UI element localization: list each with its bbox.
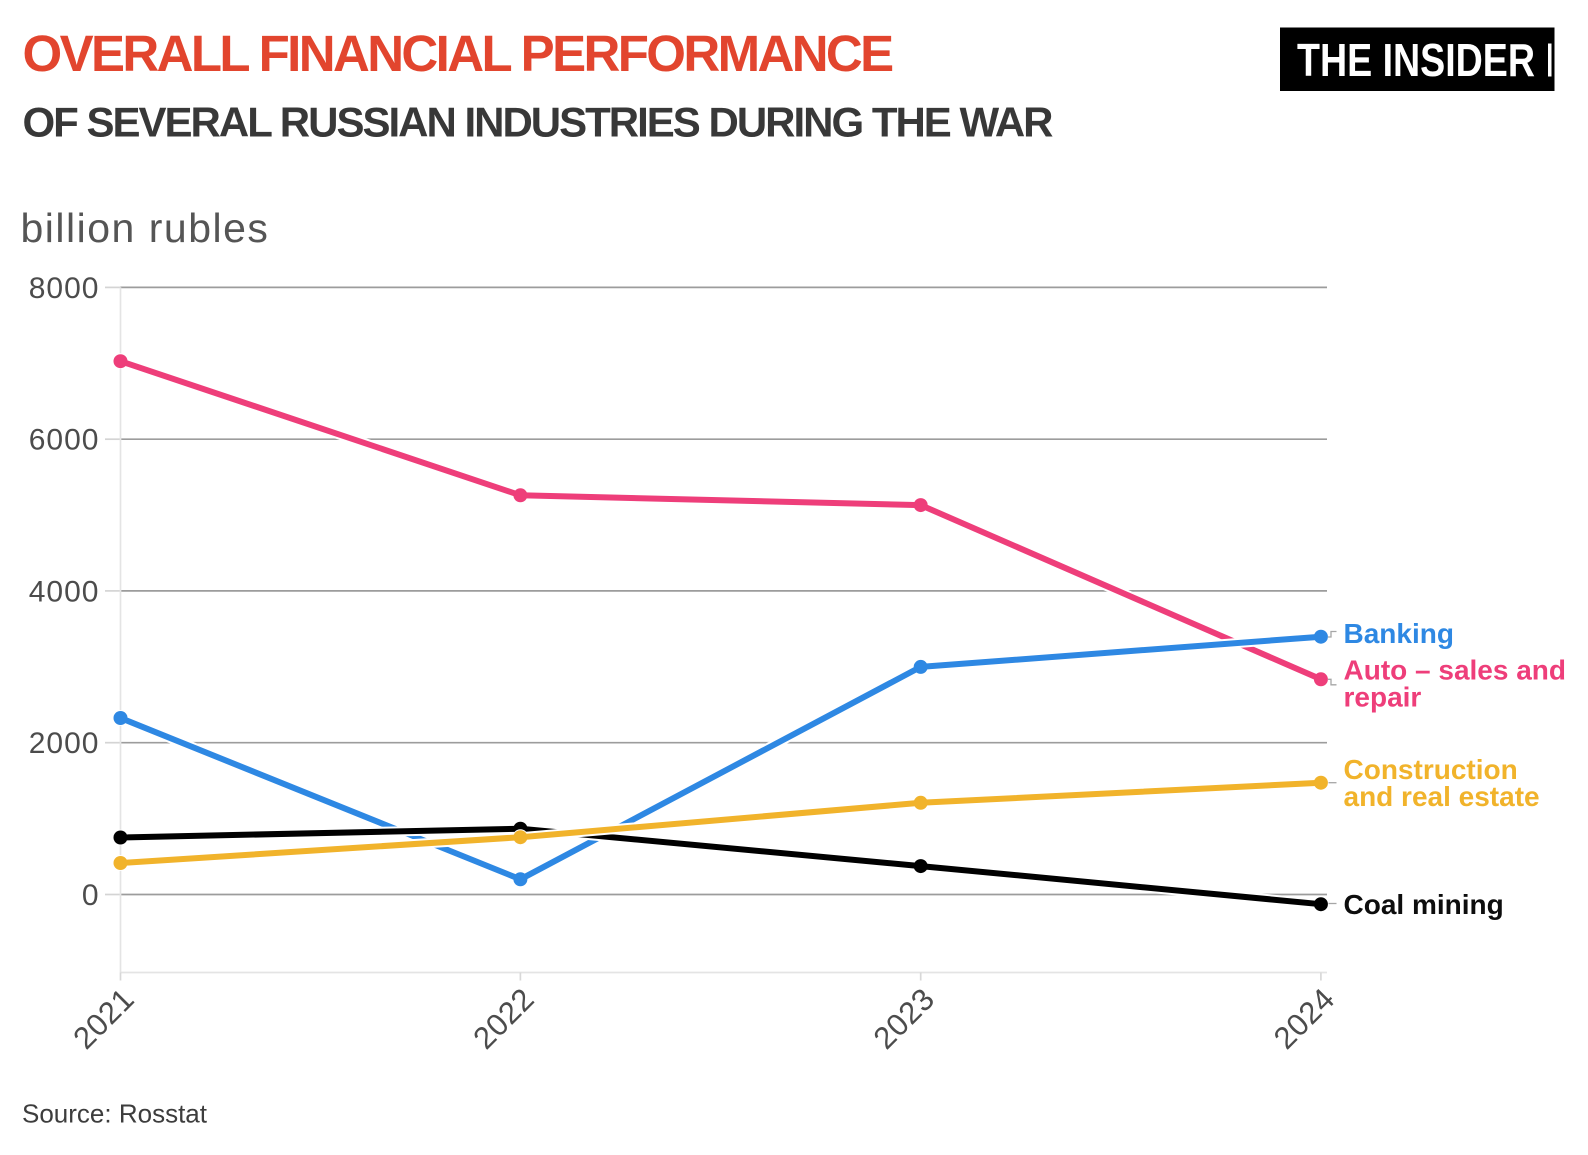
svg-text:6000: 6000 (29, 424, 100, 457)
svg-text:repair: repair (1344, 681, 1422, 712)
svg-text:8000: 8000 (29, 272, 100, 305)
svg-text:Banking: Banking (1344, 618, 1454, 649)
svg-text:Construction: Construction (1344, 754, 1518, 785)
svg-text:Source: Rosstat: Source: Rosstat (22, 1099, 208, 1129)
svg-text:Coal mining: Coal mining (1344, 889, 1504, 920)
svg-text:4000: 4000 (29, 575, 100, 608)
svg-text:and real estate: and real estate (1344, 781, 1540, 812)
svg-text:Auto – sales and: Auto – sales and (1344, 655, 1567, 686)
svg-text:OVERALL FINANCIAL PERFORMANCE: OVERALL FINANCIAL PERFORMANCE (23, 25, 894, 82)
svg-text:0: 0 (82, 879, 100, 912)
svg-text:2000: 2000 (29, 727, 100, 760)
svg-text:OF SEVERAL RUSSIAN INDUSTRIES: OF SEVERAL RUSSIAN INDUSTRIES DURING THE… (23, 99, 1054, 146)
svg-text:billion rubles: billion rubles (21, 205, 270, 251)
svg-text:THE INSIDER: THE INSIDER (1297, 34, 1535, 86)
